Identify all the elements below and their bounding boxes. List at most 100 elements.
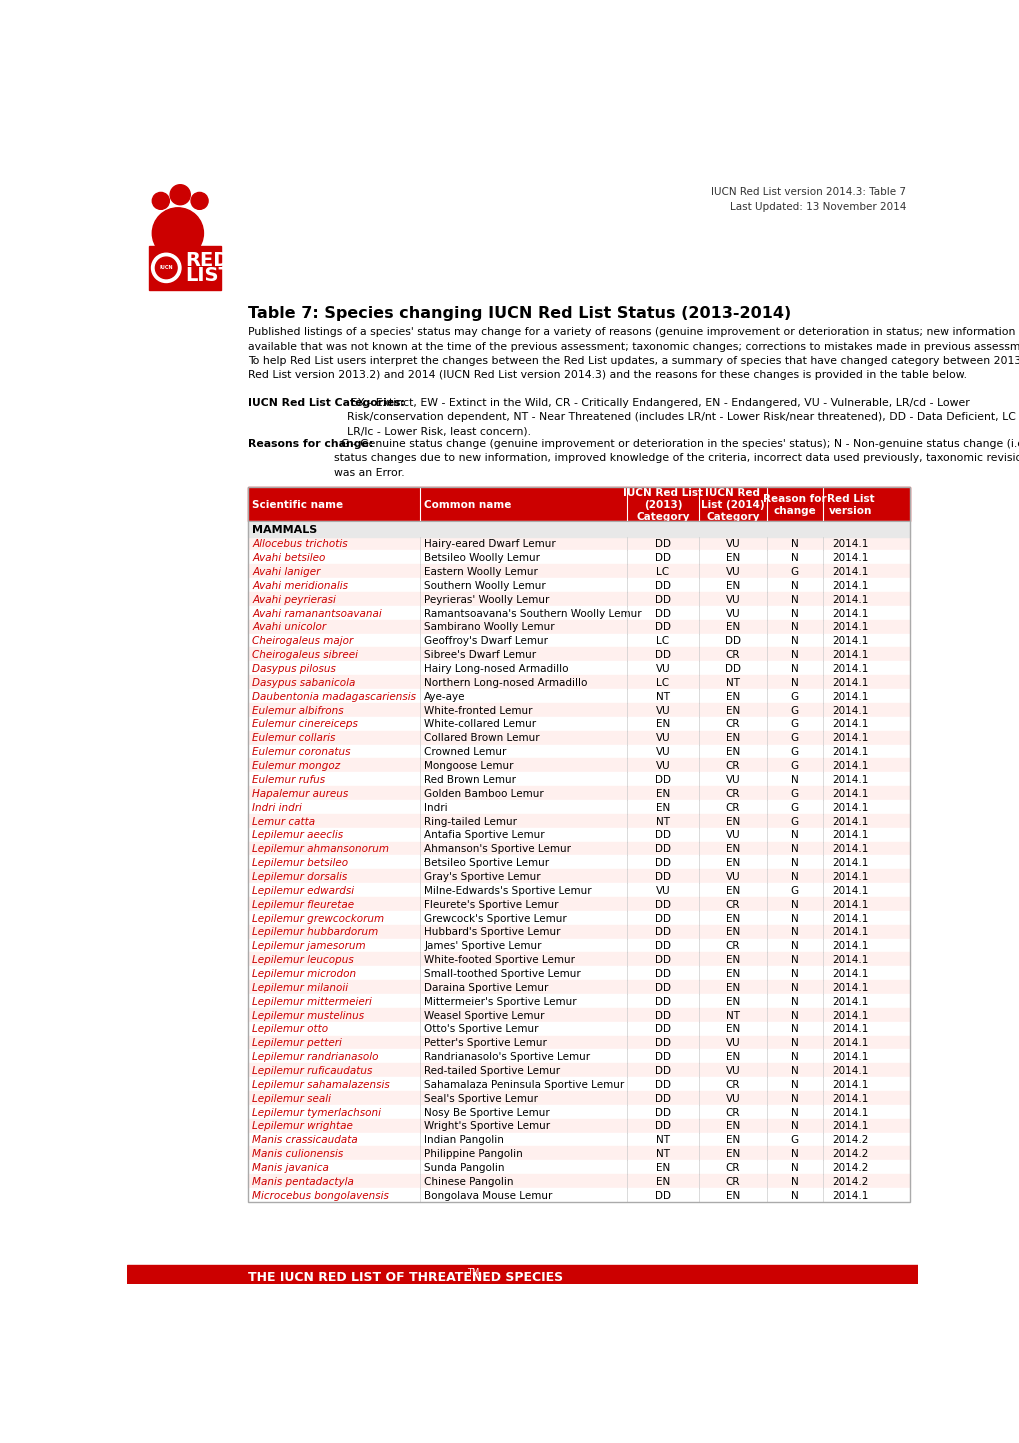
Text: Philippine Pangolin: Philippine Pangolin: [424, 1149, 523, 1159]
Text: N: N: [790, 872, 798, 882]
Bar: [248, 994, 909, 1007]
Text: Eastern Woolly Lemur: Eastern Woolly Lemur: [424, 567, 538, 577]
Text: G: G: [790, 1136, 798, 1146]
Text: Eulemur coronatus: Eulemur coronatus: [252, 747, 351, 758]
Text: 2014.1: 2014.1: [832, 886, 868, 896]
Text: VU: VU: [725, 1066, 740, 1076]
Text: DD: DD: [654, 595, 671, 605]
Text: EN: EN: [725, 817, 739, 827]
Bar: [248, 1133, 909, 1146]
Text: DD: DD: [654, 983, 671, 993]
Text: EN: EN: [725, 968, 739, 978]
Text: Lepilemur mustelinus: Lepilemur mustelinus: [252, 1010, 364, 1020]
Text: Weasel Sportive Lemur: Weasel Sportive Lemur: [424, 1010, 544, 1020]
Text: MAMMALS: MAMMALS: [252, 525, 317, 535]
Text: DD: DD: [654, 651, 671, 661]
Text: CR: CR: [725, 760, 740, 771]
Text: THE IUCN RED LIST OF THREATENED SPECIES: THE IUCN RED LIST OF THREATENED SPECIES: [248, 1271, 562, 1284]
Text: Allocebus trichotis: Allocebus trichotis: [252, 540, 347, 550]
Text: EN: EN: [725, 622, 739, 632]
Text: Peyrieras' Woolly Lemur: Peyrieras' Woolly Lemur: [424, 595, 549, 605]
Text: Lepilemur ahmansonorum: Lepilemur ahmansonorum: [252, 844, 389, 854]
Text: Ring-tailed Lemur: Ring-tailed Lemur: [424, 817, 517, 827]
Bar: [248, 1036, 909, 1049]
Text: Lepilemur seali: Lepilemur seali: [252, 1094, 331, 1104]
Text: N: N: [790, 553, 798, 563]
Text: EN: EN: [725, 706, 739, 716]
Text: LC: LC: [656, 636, 668, 646]
Text: N: N: [790, 651, 798, 661]
Bar: [248, 1188, 909, 1202]
Text: Lepilemur hubbardorum: Lepilemur hubbardorum: [252, 928, 378, 938]
Text: Sibree's Dwarf Lemur: Sibree's Dwarf Lemur: [424, 651, 536, 661]
Text: Lepilemur grewcockorum: Lepilemur grewcockorum: [252, 913, 384, 924]
Text: 2014.1: 2014.1: [832, 913, 868, 924]
Text: 2014.1: 2014.1: [832, 872, 868, 882]
Text: Sahamalaza Peninsula Sportive Lemur: Sahamalaza Peninsula Sportive Lemur: [424, 1079, 624, 1089]
Bar: [248, 579, 909, 592]
Text: N: N: [790, 1177, 798, 1186]
Bar: [248, 592, 909, 606]
Bar: [248, 828, 909, 841]
Text: N: N: [790, 941, 798, 951]
Bar: [248, 967, 909, 980]
Text: NT: NT: [726, 1010, 739, 1020]
Text: DD: DD: [654, 622, 671, 632]
Text: 2014.2: 2014.2: [832, 1163, 868, 1173]
Text: 2014.1: 2014.1: [832, 636, 868, 646]
Text: DD: DD: [654, 955, 671, 965]
Text: N: N: [790, 844, 798, 854]
Text: Sambirano Woolly Lemur: Sambirano Woolly Lemur: [424, 622, 554, 632]
Text: EN: EN: [655, 1177, 669, 1186]
Text: G: G: [790, 802, 798, 812]
Text: N: N: [790, 1163, 798, 1173]
Text: CR: CR: [725, 941, 740, 951]
Text: 2014.2: 2014.2: [832, 1149, 868, 1159]
Bar: [248, 648, 909, 661]
Text: G: G: [790, 567, 798, 577]
Text: G: G: [790, 706, 798, 716]
Text: Red Brown Lemur: Red Brown Lemur: [424, 775, 516, 785]
Text: EN: EN: [725, 1025, 739, 1035]
Text: G: G: [790, 760, 798, 771]
Text: N: N: [790, 955, 798, 965]
Text: EN: EN: [725, 928, 739, 938]
Bar: [248, 759, 909, 772]
Text: DD: DD: [654, 1121, 671, 1131]
Bar: [248, 606, 909, 619]
Text: LC: LC: [656, 567, 668, 577]
Text: 2014.1: 2014.1: [832, 775, 868, 785]
Bar: [248, 1105, 909, 1118]
Text: Cheirogaleus sibreei: Cheirogaleus sibreei: [252, 651, 358, 661]
Text: N: N: [790, 622, 798, 632]
Bar: [248, 521, 909, 537]
Bar: [248, 717, 909, 730]
Text: N: N: [790, 1079, 798, 1089]
Text: G: G: [790, 817, 798, 827]
Text: EN: EN: [725, 955, 739, 965]
Bar: [248, 799, 909, 814]
Text: 2014.1: 2014.1: [832, 622, 868, 632]
Text: Mongoose Lemur: Mongoose Lemur: [424, 760, 514, 771]
Text: 2014.1: 2014.1: [832, 582, 868, 590]
Text: 2014.1: 2014.1: [832, 706, 868, 716]
Text: 2014.1: 2014.1: [832, 664, 868, 674]
Text: EN: EN: [725, 582, 739, 590]
Text: N: N: [790, 1149, 798, 1159]
Text: CR: CR: [725, 651, 740, 661]
Text: 2014.1: 2014.1: [832, 567, 868, 577]
Bar: [248, 772, 909, 786]
Text: Small-toothed Sportive Lemur: Small-toothed Sportive Lemur: [424, 968, 581, 978]
Text: Avahi meridionalis: Avahi meridionalis: [252, 582, 347, 590]
Text: 2014.1: 2014.1: [832, 1010, 868, 1020]
Text: 2014.1: 2014.1: [832, 553, 868, 563]
Text: 2014.1: 2014.1: [832, 1108, 868, 1117]
Text: 2014.1: 2014.1: [832, 720, 868, 730]
Text: N: N: [790, 1121, 798, 1131]
Text: EN: EN: [725, 1149, 739, 1159]
Text: Hairy-eared Dwarf Lemur: Hairy-eared Dwarf Lemur: [424, 540, 555, 550]
Text: 2014.1: 2014.1: [832, 609, 868, 619]
Circle shape: [191, 192, 208, 209]
Text: N: N: [790, 636, 798, 646]
Text: DD: DD: [654, 1039, 671, 1048]
